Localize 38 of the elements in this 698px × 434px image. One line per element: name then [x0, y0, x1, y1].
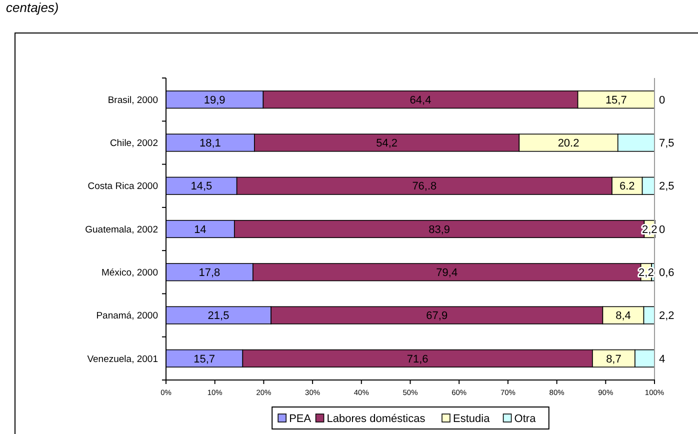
y-tick-label: Panamá, 2000 [96, 310, 158, 322]
y-tick-label: México, 2000 [101, 267, 158, 278]
data-label: 54,2 [376, 138, 398, 150]
data-label: 0 [659, 224, 666, 236]
legend-label: Otra [514, 412, 537, 425]
y-tick-label: Chile, 2002 [110, 138, 158, 150]
data-label: 71,6 [406, 353, 428, 366]
legend-label: Labores domésticas [326, 412, 426, 425]
data-label: 15,7 [605, 94, 627, 106]
data-label: 0 [659, 94, 666, 106]
y-tick-label: Venezuela, 2001 [87, 354, 158, 365]
data-label: 15,7 [194, 353, 216, 366]
data-label: 2,2 [659, 310, 674, 322]
data-label: 8,4 [616, 310, 631, 322]
data-label: 21,5 [208, 310, 230, 322]
data-label: 14,5 [190, 180, 212, 193]
data-label: 79,4 [436, 266, 458, 279]
text: centajes) [6, 0, 59, 15]
legend-label: Estudia [453, 412, 491, 425]
data-label: 2,5 [659, 180, 674, 193]
y-tick-label: Costa Rica 2000 [88, 181, 158, 192]
data-label: 8,7 [606, 353, 622, 366]
legend-label: PEA [289, 412, 312, 425]
data-label: 67,9 [426, 310, 448, 322]
data-label: 19,9 [204, 94, 226, 106]
data-label: 17,8 [198, 266, 220, 279]
data-label: 18,1 [200, 138, 221, 150]
y-tick-label: Guatemala, 2002 [85, 224, 158, 236]
data-label: 14 [194, 224, 206, 236]
data-label: 7,5 [659, 138, 674, 150]
data-label: 76,.8 [412, 180, 437, 193]
y-tick-label: Brasil, 2000 [108, 94, 158, 106]
data-label: 4 [659, 353, 666, 366]
data-label: 20.2 [558, 138, 580, 150]
data-label: 83,9 [428, 224, 450, 236]
data-label: 64,4 [410, 94, 432, 106]
data-label: 0,6 [659, 266, 674, 279]
data-label: 6.2 [620, 180, 635, 193]
